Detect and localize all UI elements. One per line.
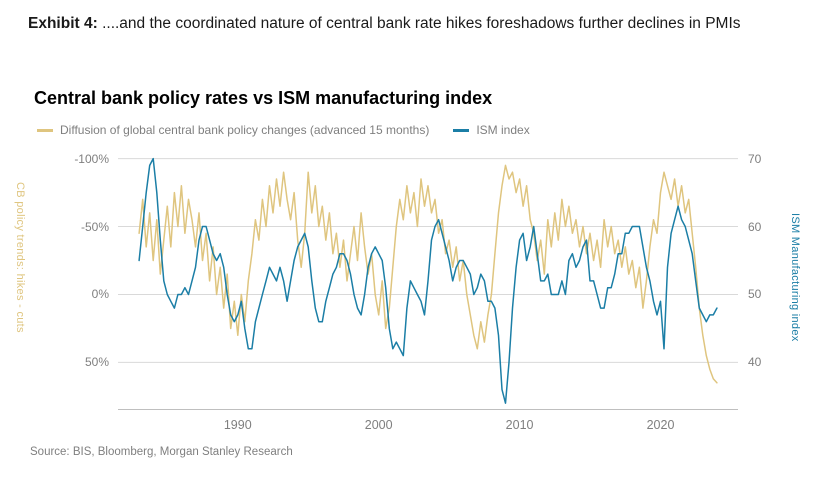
ism-line-swatch-icon	[453, 128, 470, 132]
legend: Diffusion of global central bank policy …	[37, 123, 530, 137]
ism-line	[138, 157, 718, 404]
right-axis-title: ISM Manufacturing index	[789, 213, 801, 342]
exhibit-label: Exhibit 4:	[28, 15, 98, 32]
ism-legend-label: ISM index	[476, 123, 530, 137]
x-axis-tick-label: 2010	[505, 418, 534, 432]
legend-item-diffusion: Diffusion of global central bank policy …	[37, 123, 429, 137]
diffusion-legend-label: Diffusion of global central bank policy …	[60, 123, 430, 137]
source-note: Source: BIS, Bloomberg, Morgan Stanley R…	[30, 446, 293, 458]
left-axis-title: CB policy trends: hikes - cuts	[14, 182, 26, 333]
chart-canvas	[118, 157, 738, 410]
plot-area: -100% 70 -50% 60 0% 50 50% 40 1990 2000 2010 2020	[74, 145, 761, 432]
chart-title: Central bank policy rates vs ISM manufac…	[34, 88, 493, 108]
y-axis-right-tick-label: 70	[748, 151, 762, 166]
y-axis-left-tick-label: 50%	[84, 355, 109, 370]
diffusion-line	[138, 164, 718, 384]
y-axis-left-tick-label: -50%	[80, 219, 109, 234]
x-axis-tick-label: 2020	[646, 418, 675, 432]
diffusion-line-swatch-icon	[37, 128, 53, 132]
y-axis-left-tick-label: -100%	[74, 151, 109, 166]
legend-item-ism: ISM index	[453, 123, 530, 137]
x-axis-tick-label: 2000	[364, 418, 393, 432]
exhibit-text: ....and the coordinated nature of centra…	[102, 15, 741, 32]
x-axis-tick-label: 1990	[223, 418, 252, 432]
exhibit-caption: Exhibit 4: ....and the coordinated natur…	[28, 13, 776, 35]
y-axis-left-tick-label: 0%	[91, 287, 109, 302]
y-axis-right-tick-label: 50	[748, 287, 762, 302]
y-axis-right-tick-label: 40	[748, 355, 762, 370]
y-axis-right-tick-label: 60	[748, 219, 762, 234]
